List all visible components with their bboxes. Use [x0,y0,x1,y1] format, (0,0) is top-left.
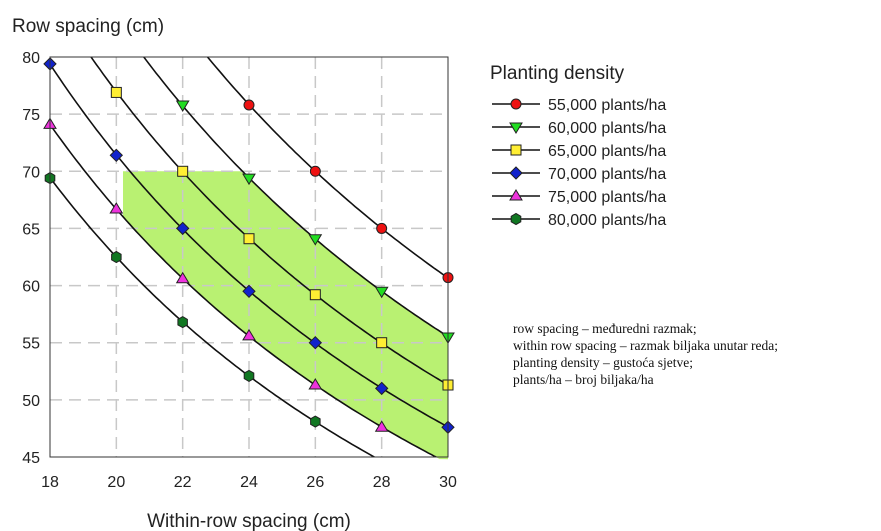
data-point-s2-3 [308,234,323,246]
glossary-line-within-row-spacing: within row spacing – razmak biljaka unut… [513,338,779,353]
data-point-s6-5 [310,415,321,428]
data-point-s4-3 [175,221,190,236]
data-point-s4-6 [374,381,389,396]
plot-frame [49,56,449,458]
x-tick-label: 30 [439,474,457,491]
y-tick-label: 70 [22,164,40,181]
y-tick-label: 65 [22,221,40,238]
legend-label-6: 80,000 plants/ha [548,212,666,229]
data-point-s5-5 [308,378,323,390]
legend-marker-4 [509,166,523,180]
glossary: row spacing – međuredni razmak; within r… [513,320,881,388]
x-tick-label: 22 [174,474,192,491]
legend-label-5: 75,000 plants/ha [548,189,666,206]
data-point-s5-6 [374,420,389,432]
data-point-s1-1 [243,99,255,111]
data-point-s2-4 [374,286,389,299]
legend-marker-2 [509,122,523,134]
y-axis-title: Row spacing (cm) [12,16,164,37]
glossary-line-plants-per-ha: plants/ha – broj biljaka/ha [513,372,654,387]
data-point-s2-2 [242,173,256,186]
data-point-s6-4 [243,369,255,382]
x-axis-title: Within-row spacing (cm) [147,511,351,531]
legend: Planting density 55,000 plants/ha 60,000 … [490,63,666,229]
x-tick-label: 18 [41,474,59,491]
legend-marker-1 [510,98,522,110]
optimal-density-zone [123,171,448,460]
y-tick-label: 55 [22,336,40,353]
legend-label-3: 65,000 plants/ha [548,143,666,160]
data-point-s3-5 [376,337,388,349]
y-tick-label: 75 [22,107,40,124]
legend-marker-3 [510,144,522,156]
legend-items: 55,000 plants/ha 60,000 plants/ha 65,000 p… [492,97,666,229]
data-point-s5-3 [175,271,190,284]
legend-title: Planting density [490,63,625,84]
y-tick-label: 45 [22,450,40,467]
data-point-s1-2 [309,165,321,177]
glossary-line-row-spacing: row spacing – međuredni razmak; [513,321,697,336]
glossary-line-planting-density: planting density – gustoća sjetve; [513,355,693,370]
legend-label-2: 60,000 plants/ha [548,120,666,137]
data-point-s3-1 [110,86,122,98]
data-point-s2-1 [175,100,190,112]
y-tick-label: 60 [22,279,40,296]
y-tick-label: 80 [22,50,40,67]
data-point-s6-3 [177,316,188,329]
optimal-zone-layer [123,171,448,460]
data-point-s3-2 [177,165,189,177]
x-tick-label: 28 [373,474,391,491]
data-point-s6-2 [111,250,122,264]
data-point-s5-4 [242,328,256,341]
legend-label-4: 70,000 plants/ha [548,166,666,183]
x-tick-label: 26 [306,474,324,491]
data-point-s3-4 [309,289,321,301]
data-point-s1-3 [376,222,388,234]
data-point-s3-3 [243,233,255,245]
y-tick-label: 50 [22,393,40,410]
data-point-s5-2 [109,202,124,214]
data-point-s4-2 [109,148,124,163]
data-point-s4-5 [308,335,323,350]
data-point-s4-4 [242,284,256,299]
tick-layer: 18 20 22 24 26 28 30 45 50 55 60 65 70 75 80 [22,50,457,491]
legend-marker-6 [510,212,522,226]
legend-marker-5 [509,189,523,201]
x-tick-label: 20 [107,474,125,491]
legend-label-1: 55,000 plants/ha [548,97,666,114]
x-tick-label: 24 [240,474,258,491]
